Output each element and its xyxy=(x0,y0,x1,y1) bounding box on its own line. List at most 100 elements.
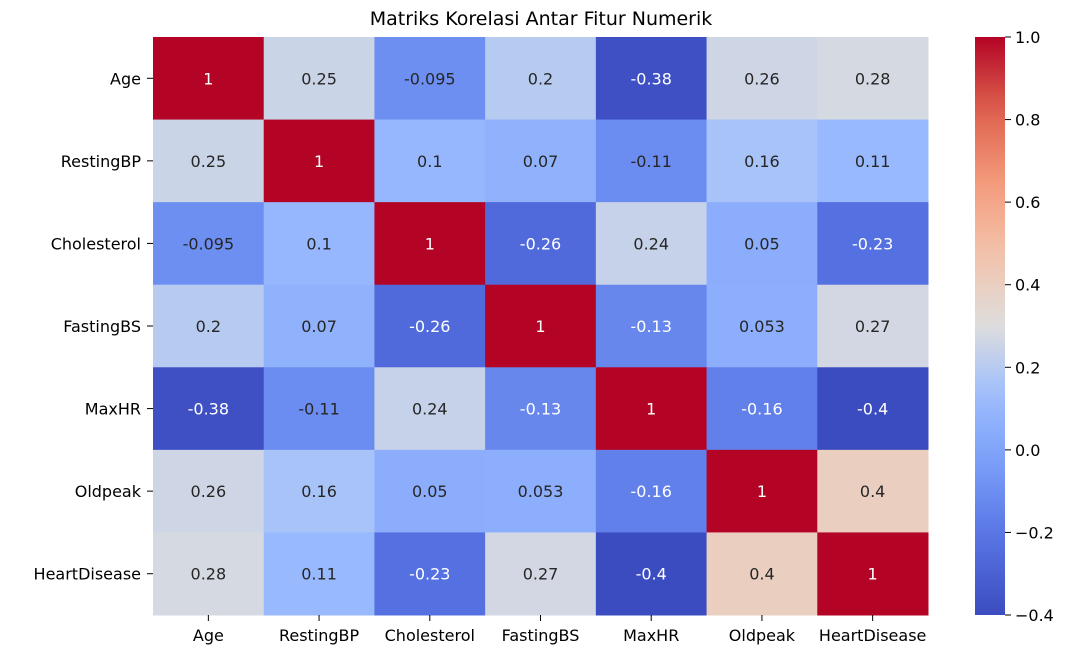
x-tick-label: RestingBP xyxy=(279,626,360,645)
x-tick-label: FastingBS xyxy=(502,626,580,645)
cell-value-label: 0.26 xyxy=(191,482,227,501)
cell-value-label: -0.4 xyxy=(857,400,888,419)
cell-value-label: 1 xyxy=(425,234,435,253)
x-tick-label: MaxHR xyxy=(623,626,679,645)
heatmap-cell xyxy=(706,202,818,286)
cell-value-label: 0.07 xyxy=(523,152,559,171)
colorbar-tick-label: −0.4 xyxy=(1015,606,1054,625)
cell-value-label: 0.05 xyxy=(744,234,780,253)
x-tick-label: HeartDisease xyxy=(819,626,926,645)
cell-value-label: -0.16 xyxy=(741,400,782,419)
cell-value-label: 0.27 xyxy=(523,565,559,584)
heatmap-cell xyxy=(263,284,375,368)
heatmap-cell xyxy=(595,532,708,616)
cell-value-label: -0.4 xyxy=(636,565,667,584)
heatmap-cell xyxy=(263,449,375,533)
heatmap-cell xyxy=(374,532,486,616)
colorbar-tick-label: 1.0 xyxy=(1015,28,1040,47)
cell-value-label: 0.05 xyxy=(412,482,448,501)
heatmap-cell xyxy=(153,37,265,121)
cell-value-label: 0.26 xyxy=(744,69,780,88)
x-axis: Age RestingBP Cholesterol FastingBS MaxHR Old… xyxy=(193,615,926,645)
cell-value-label: -0.38 xyxy=(188,400,229,419)
cell-value-label: 0.4 xyxy=(749,565,774,584)
cell-value-label: 0.16 xyxy=(744,152,780,171)
cell-value-label: 0.24 xyxy=(412,400,448,419)
heatmap-cell xyxy=(374,367,486,451)
cell-value-label: -0.23 xyxy=(852,234,893,253)
heatmap-cell xyxy=(374,119,486,203)
heatmap-cell xyxy=(706,284,818,368)
cell-value-label: -0.095 xyxy=(183,234,235,253)
heatmap-cell xyxy=(706,119,818,203)
heatmap-cells xyxy=(153,37,929,616)
cell-value-label: 1 xyxy=(314,152,324,171)
cell-value-label: -0.095 xyxy=(404,69,456,88)
colorbar-tick-label: −0.2 xyxy=(1015,523,1054,542)
x-tick-label: Cholesterol xyxy=(385,626,475,645)
heatmap-cell xyxy=(374,449,486,533)
heatmap-cell xyxy=(595,37,708,121)
heatmap-cell xyxy=(706,37,818,121)
heatmap-cell xyxy=(817,449,929,533)
heatmap-cell xyxy=(153,119,265,203)
heatmap-cell xyxy=(485,119,597,203)
cell-value-label: 0.053 xyxy=(518,482,564,501)
cell-value-label: 1 xyxy=(757,482,767,501)
cell-value-label: 0.11 xyxy=(301,565,337,584)
heatmap-cell xyxy=(595,119,708,203)
colorbar-tick-label: 0.0 xyxy=(1015,441,1040,460)
cell-value-label: -0.23 xyxy=(409,565,450,584)
heatmap-cell xyxy=(153,202,265,286)
cell-value-label: 1 xyxy=(203,69,213,88)
cell-value-label: 0.053 xyxy=(739,317,785,336)
y-tick-label: HeartDisease xyxy=(34,565,141,584)
heatmap-cell xyxy=(374,37,486,121)
heatmap-cell xyxy=(817,284,929,368)
heatmap-cell xyxy=(263,37,375,121)
heatmap-cell xyxy=(153,367,265,451)
cell-value-label: 0.07 xyxy=(301,317,337,336)
cell-value-label: -0.11 xyxy=(298,400,339,419)
x-tick-label: Oldpeak xyxy=(729,626,796,645)
heatmap-cell xyxy=(263,532,375,616)
heatmap-cell xyxy=(706,532,818,616)
cell-value-label: 1 xyxy=(646,400,656,419)
colorbar-tick-label: 0.4 xyxy=(1015,276,1040,295)
heatmap-cell xyxy=(817,37,929,121)
heatmap-cell xyxy=(153,284,265,368)
cell-value-label: -0.26 xyxy=(409,317,450,336)
heatmap-cell xyxy=(817,532,929,616)
cell-value-label: -0.13 xyxy=(520,400,561,419)
cell-value-label: 0.28 xyxy=(855,69,891,88)
heatmap-cell xyxy=(153,449,265,533)
heatmap-cell xyxy=(595,202,708,286)
y-tick-label: MaxHR xyxy=(85,400,141,419)
heatmap-cell xyxy=(485,284,597,368)
heatmap-cell xyxy=(595,284,708,368)
y-tick-label: Age xyxy=(110,69,141,88)
y-tick-label: Cholesterol xyxy=(51,234,141,253)
cell-value-label: 1 xyxy=(868,565,878,584)
y-tick-label: FastingBS xyxy=(63,317,141,336)
heatmap-cell xyxy=(263,119,375,203)
colorbar-tick-label: 0.2 xyxy=(1015,358,1040,377)
cell-value-label: 0.4 xyxy=(860,482,885,501)
cell-value-label: 0.1 xyxy=(417,152,442,171)
cell-value-label: 0.11 xyxy=(855,152,891,171)
colorbar-gradient xyxy=(975,37,1005,615)
colorbar-tick-label: 0.6 xyxy=(1015,193,1040,212)
heatmap-cell xyxy=(595,449,708,533)
heatmap-cell xyxy=(153,532,265,616)
heatmap-cell xyxy=(263,367,375,451)
heatmap-cell xyxy=(817,202,929,286)
cell-value-label: 0.28 xyxy=(191,565,227,584)
heatmap-cell xyxy=(485,367,597,451)
cell-value-label: 0.25 xyxy=(301,69,337,88)
cell-value-label: 0.2 xyxy=(196,317,221,336)
heatmap-cell xyxy=(485,202,597,286)
colorbar: 1.0 0.8 0.6 0.4 0.2 0.0 −0.2 −0.4 xyxy=(975,28,1054,625)
heatmap-cell xyxy=(706,449,818,533)
y-axis: Age RestingBP Cholesterol FastingBS MaxHR Old… xyxy=(34,69,153,584)
